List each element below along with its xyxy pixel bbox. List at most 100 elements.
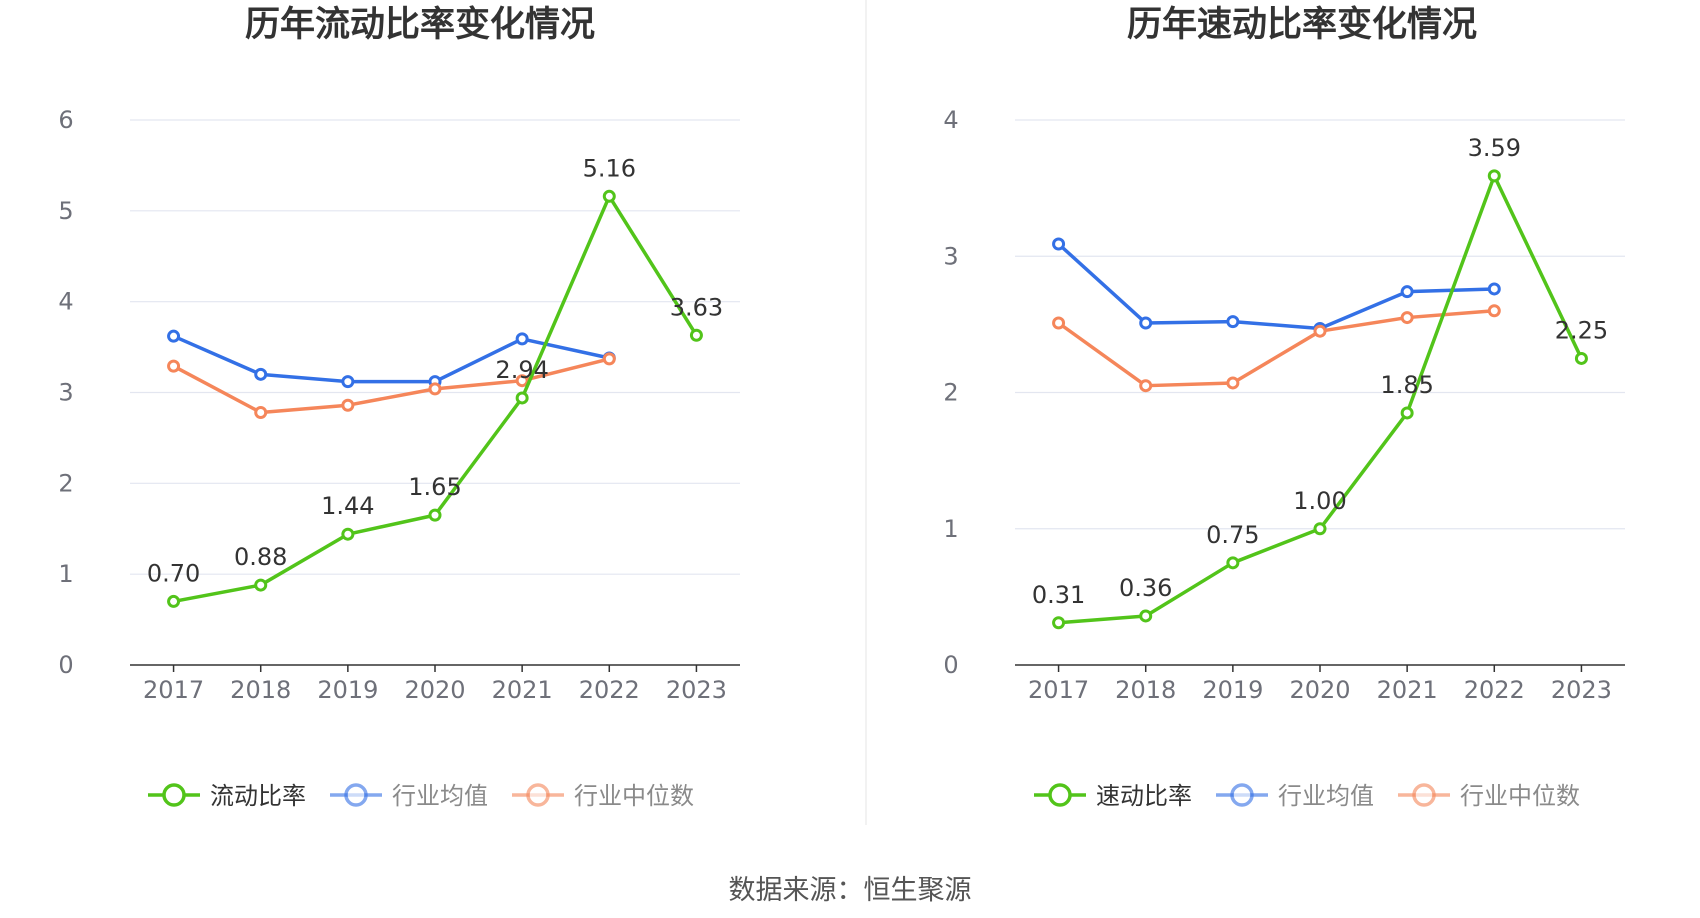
data-label: 3.59 [1468,134,1521,162]
data-point-median [1052,316,1066,330]
legend-label: 行业中位数 [574,782,694,810]
legend-label: 行业均值 [1278,782,1374,810]
data-point-primary [1052,616,1066,630]
data-point-primary [689,328,703,342]
data-point-primary [341,527,355,541]
x-tick-label: 2020 [404,676,465,704]
legend-item-median[interactable]: 行业中位数 [1398,782,1580,810]
data-point-primary [1139,609,1153,623]
data-point-median [1487,304,1501,318]
data-label: 0.36 [1119,574,1172,602]
y-tick-label: 4 [943,106,958,134]
x-tick-label: 2018 [1115,676,1176,704]
data-point-median [1400,311,1414,325]
data-label: 1.44 [321,492,374,520]
data-point-primary [1226,556,1240,570]
y-tick-label: 0 [943,651,958,679]
legend-item-median[interactable]: 行业中位数 [512,782,694,810]
legend-item-average[interactable]: 行业均值 [330,782,488,810]
data-point-average [1139,316,1153,330]
x-tick-label: 2017 [1028,676,1089,704]
data-label: 3.63 [670,293,723,321]
data-label: 1.65 [408,473,461,501]
data-label: 1.85 [1380,371,1433,399]
x-tick-label: 2022 [579,676,640,704]
data-point-average [254,367,268,381]
data-point-primary [254,578,268,592]
legend-item-average[interactable]: 行业均值 [1216,782,1374,810]
series-line-average [1057,242,1495,331]
data-label: 0.70 [147,559,200,587]
data-label: 0.75 [1206,521,1259,549]
data-point-average [515,332,529,346]
x-tick-label: 2023 [666,676,727,704]
data-label: 2.94 [495,356,548,384]
y-tick-label: 5 [58,197,73,225]
legend-label: 行业中位数 [1460,782,1580,810]
legend-label: 行业均值 [392,782,488,810]
data-point-average [1487,282,1501,296]
data-point-median [1313,324,1327,338]
x-tick-label: 2019 [317,676,378,704]
legend-circle-icon [1048,783,1072,807]
chart-2: 历年速动比率变化情况 0 1 2 3 4 2017 2018 2019 2020 2021 2022 2… [943,5,1625,810]
data-point-median [1139,379,1153,393]
y-tick-label: 0 [58,651,73,679]
data-point-average [1052,237,1066,251]
data-point-average [341,375,355,389]
data-point-primary [167,594,181,608]
legend-circle-icon [1230,783,1254,807]
data-label: 0.31 [1032,581,1085,609]
data-source-note: 数据来源：恒生聚源 [728,875,972,906]
data-point-primary [602,189,616,203]
data-point-primary [428,508,442,522]
data-label: 2.25 [1555,316,1608,344]
chart-title: 历年速动比率变化情况 [1127,5,1477,45]
series-line-median [1057,309,1495,388]
data-point-average [1400,285,1414,299]
y-tick-label: 2 [58,469,73,497]
y-tick-label: 4 [58,288,73,316]
legend-circle-icon [344,783,368,807]
data-point-average [1226,315,1240,329]
series-line-median [172,357,610,415]
y-tick-label: 6 [58,106,73,134]
data-point-median [515,374,529,388]
data-point-median [167,359,181,373]
y-tick-label: 1 [58,560,73,588]
data-point-median [341,398,355,412]
chart-title: 历年流动比率变化情况 [245,5,595,45]
data-point-primary [515,391,529,405]
y-tick-label: 1 [943,515,958,543]
data-point-median [254,405,268,419]
x-tick-label: 2020 [1289,676,1350,704]
chart-1: 历年流动比率变化情况 0 1 2 3 4 5 6 2017 2018 2019 2020 2021 202… [58,5,740,810]
legend-circle-icon [162,783,186,807]
y-tick-label: 3 [58,379,73,407]
legend-label: 流动比率 [210,782,306,810]
data-point-primary [1574,351,1588,365]
x-tick-label: 2022 [1464,676,1525,704]
legend-circle-icon [1412,783,1436,807]
data-point-average [167,329,181,343]
data-label: 5.16 [583,154,636,182]
series-line-average [172,334,610,384]
x-tick-label: 2023 [1551,676,1612,704]
data-point-primary [1400,406,1414,420]
y-tick-label: 3 [943,242,958,270]
legend-item-primary[interactable]: 流动比率 [148,782,306,810]
series-line-primary [1058,174,1584,625]
series-line-primary [173,194,698,604]
data-label: 0.88 [234,543,287,571]
x-tick-label: 2021 [492,676,553,704]
data-point-median [1226,376,1240,390]
data-point-primary [1487,169,1501,183]
x-tick-label: 2019 [1202,676,1263,704]
legend-item-primary[interactable]: 速动比率 [1034,782,1192,810]
data-point-median [428,382,442,396]
x-tick-label: 2018 [230,676,291,704]
data-label: 1.00 [1293,487,1346,515]
legend-circle-icon [526,783,550,807]
x-tick-label: 2017 [143,676,204,704]
